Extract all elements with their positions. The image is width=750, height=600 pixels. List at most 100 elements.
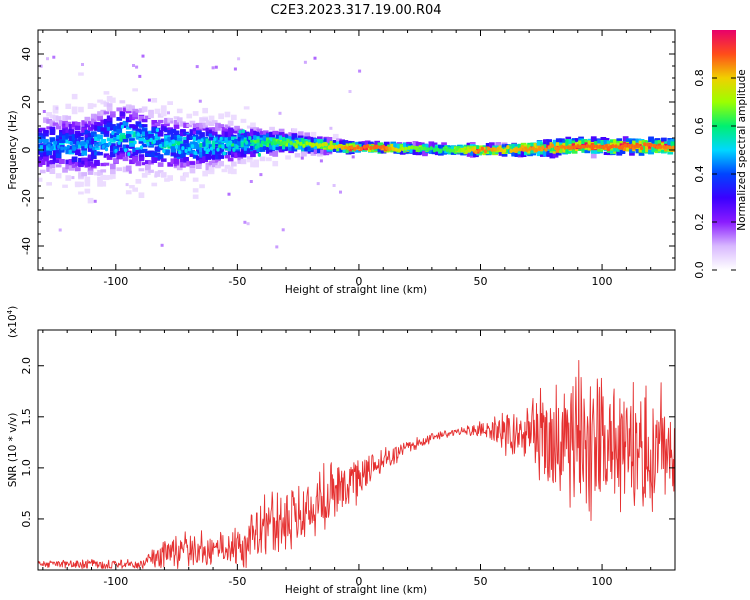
heatmap-cell xyxy=(266,150,272,154)
heatmap-outlier xyxy=(243,220,247,224)
y-tick-label: -40 xyxy=(20,237,33,255)
heatmap-cell xyxy=(176,117,183,123)
heatmap-cell xyxy=(129,159,135,165)
heatmap-cell xyxy=(536,140,543,147)
heatmap-cell xyxy=(355,148,361,153)
heatmap-cell xyxy=(632,140,638,147)
heatmap-outlier xyxy=(316,182,320,186)
heatmap-ridge-cell xyxy=(541,145,545,150)
heatmap-cell xyxy=(600,137,607,142)
heatmap-cell xyxy=(100,169,107,173)
heatmap-cell xyxy=(466,153,473,157)
heatmap-cell xyxy=(192,144,199,149)
heatmap-ridge-cell xyxy=(203,146,207,151)
colorbar-tick-label: 0.6 xyxy=(693,117,706,135)
heatmap-cell xyxy=(253,140,259,144)
heatmap-ridge-cell xyxy=(85,139,89,144)
heatmap-ridge-cell xyxy=(499,148,503,152)
heatmap-cell xyxy=(154,140,161,146)
heatmap-ridge-cell xyxy=(640,146,644,151)
heatmap-cell xyxy=(55,153,62,158)
heatmap-cell xyxy=(110,114,116,118)
heatmap-cell xyxy=(657,140,664,144)
heatmap-cell xyxy=(154,155,161,161)
heatmap-cell xyxy=(266,147,272,152)
heatmap-cell xyxy=(138,157,145,162)
heatmap-cell xyxy=(342,140,349,147)
heatmap-cell xyxy=(262,130,269,135)
heatmap-cell xyxy=(192,136,199,142)
heatmap-cell xyxy=(326,137,333,143)
heatmap-ridge-cell xyxy=(117,140,121,145)
heatmap-cell xyxy=(524,151,530,156)
heatmap-ridge-cell xyxy=(219,136,223,141)
heatmap-cell xyxy=(122,107,129,112)
heatmap-ridge-cell xyxy=(598,144,602,149)
heatmap-cell xyxy=(473,146,479,152)
heatmap-cell xyxy=(189,149,196,154)
heatmap-cell xyxy=(62,128,68,134)
heatmap-cell xyxy=(231,136,237,141)
heatmap-cell xyxy=(231,114,237,121)
heatmap-ridge-cell xyxy=(159,143,163,148)
heatmap-cell xyxy=(520,151,527,157)
heatmap-cell xyxy=(170,129,177,134)
heatmap-ridge-cell xyxy=(184,149,188,153)
heatmap-cell xyxy=(125,145,132,148)
heatmap-ridge-cell xyxy=(57,144,61,149)
heatmap-outlier xyxy=(141,54,145,58)
heatmap-cell xyxy=(119,114,126,119)
heatmap-cell xyxy=(543,144,549,149)
heatmap-cell xyxy=(272,130,279,135)
heatmap-ridge-cell xyxy=(139,145,144,150)
x-tick-label: -50 xyxy=(228,575,246,588)
heatmap-ridge-cell xyxy=(276,140,281,145)
heatmap-cell xyxy=(55,160,62,164)
heatmap-cell xyxy=(310,152,317,156)
heatmap-cell xyxy=(183,143,189,150)
heatmap-ridge-cell xyxy=(79,141,83,146)
heatmap-ridge-cell xyxy=(337,144,341,149)
heatmap-cell xyxy=(536,151,543,157)
heatmap-cell xyxy=(170,146,177,152)
heatmap-cell xyxy=(231,168,237,175)
x-tick-label: -100 xyxy=(103,275,128,288)
heatmap-cell xyxy=(110,124,116,129)
heatmap-cell xyxy=(189,168,196,174)
heatmap-ridge-cell xyxy=(646,142,650,147)
heatmap-cell xyxy=(71,164,78,168)
heatmap-cell xyxy=(180,132,186,137)
snr-exponent-power: 4 xyxy=(6,309,14,314)
heatmap-cell xyxy=(399,144,406,150)
heatmap-ridge-cell xyxy=(296,140,300,145)
heatmap-cell xyxy=(106,155,113,160)
heatmap-cell xyxy=(167,136,173,143)
heatmap-cell xyxy=(125,165,132,172)
heatmap-cell xyxy=(49,114,56,119)
heatmap-ridge-cell xyxy=(302,143,306,148)
heatmap-cell xyxy=(418,142,425,146)
heatmap-cell xyxy=(154,171,161,177)
heatmap-cell xyxy=(278,132,285,137)
heatmap-cell xyxy=(310,131,317,137)
heatmap-cell xyxy=(87,126,94,131)
heatmap-cell xyxy=(183,139,189,144)
heatmap-cell xyxy=(530,148,537,154)
heatmap-outlier xyxy=(275,245,279,249)
heatmap-cell xyxy=(180,158,186,163)
heatmap-cell xyxy=(157,162,164,167)
heatmap-cell xyxy=(221,144,228,148)
heatmap-cell xyxy=(148,130,154,135)
heatmap-cell xyxy=(68,159,75,164)
heatmap-cell xyxy=(74,125,81,131)
heatmap-ridge-cell xyxy=(531,146,535,151)
heatmap-cell xyxy=(237,137,244,142)
heatmap-ridge-cell xyxy=(592,144,596,149)
heatmap-cell xyxy=(269,131,275,138)
heatmap-cell xyxy=(173,162,180,167)
heatmap-cell xyxy=(106,115,113,121)
heatmap-cell xyxy=(84,123,91,128)
heatmap-cell xyxy=(555,138,562,145)
heatmap-cell xyxy=(520,145,527,149)
heatmap-cell xyxy=(629,139,635,145)
